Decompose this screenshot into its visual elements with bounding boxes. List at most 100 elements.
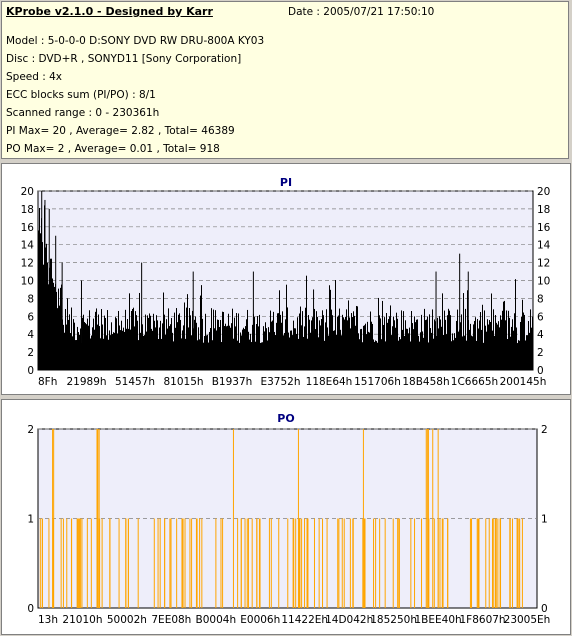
pi-bar [276,322,277,370]
pi-bar [386,313,387,370]
pi-bar [524,314,525,370]
pi-bar [156,315,157,370]
pi-bar [218,319,219,370]
pi-bar [104,315,105,370]
pi-bar [290,330,291,370]
pi-bar [527,335,528,370]
po-bar [293,518,295,608]
pi-bar [164,314,165,370]
pi-bar [68,319,69,370]
po-bar [426,429,428,608]
pi-bar [432,309,433,370]
pi-bar [404,336,405,370]
po-bar [362,429,364,608]
po-bar [127,518,129,608]
pi-bar [481,329,482,370]
pi-bar [340,329,341,370]
pi-xtick: B1937h [212,376,253,388]
po-bar [278,518,280,608]
pi-bar [246,319,247,370]
po-xtick: 13h [38,614,58,626]
pi-bar [317,316,318,370]
po-bar [494,518,496,608]
pi-bar [354,315,355,370]
pi-bar [187,294,188,370]
pi-bar [72,336,73,370]
po-bar [287,518,289,608]
pi-bar [384,317,385,370]
pi-bar [50,258,51,370]
pi-bar [123,327,124,370]
pi-bar [264,331,265,370]
pi-xtick: 21989h [66,376,106,388]
pi-ytick-left-14: 14 [21,240,35,252]
po-bar [397,518,399,608]
pi-bar [257,316,258,370]
pi-bar [368,331,369,370]
pi-bar [321,319,322,370]
pi-bar [86,324,87,370]
pi-bar [286,284,287,370]
pi-bar [341,335,342,370]
pi-bar [88,325,89,370]
pi-bar [222,311,223,370]
po-bar [222,518,224,608]
pi-ytick-left-2: 2 [27,347,34,359]
pi-bar [148,317,149,370]
po-bar [153,518,155,608]
pi-bar [507,339,508,370]
pi-bar [393,316,394,370]
po-bars [39,429,523,608]
pi-bar [262,342,263,370]
pi-bar [48,208,50,370]
pi-bar [463,293,464,370]
pi-bar [289,337,290,370]
pi-bar [349,317,350,370]
pi-bar [326,309,327,370]
pi-bar [514,313,515,370]
pi-bar [363,325,364,370]
pi-bar [409,327,410,370]
pi-bar [378,297,379,370]
pi-bar [478,328,479,370]
pi-bar [175,327,176,370]
pi-bar [98,314,99,370]
pi-bar [132,308,133,370]
pi-bar [452,333,453,370]
pi-bar [152,330,153,370]
po-bar [169,518,171,608]
pi-bar [198,327,199,370]
pi-bar [202,318,203,370]
pi-bar [48,284,49,370]
info-ecc: ECC blocks sum (PI/PO) : 8/1 [6,89,156,101]
po-bar [259,518,261,608]
po-bar [304,518,306,608]
pi-xtick: 1C6665h [451,376,498,388]
pi-bar [498,321,499,370]
pi-bar [314,308,315,370]
pi-bar [103,338,104,370]
po-bar [427,429,429,608]
pi-bar [426,319,427,370]
pi-bar [450,315,451,370]
pi-bar [151,328,152,370]
pi-bar [312,317,313,370]
pi-bar [382,300,383,370]
po-ytick-right-1: 1 [541,514,548,526]
po-bar [182,518,184,608]
pi-bar [355,325,356,370]
pi-bar [241,335,242,370]
pi-bar [228,313,229,370]
pi-bar [74,322,75,370]
pi-bar [435,321,436,370]
pi-ytick-left-0: 0 [27,365,34,377]
pi-bar [285,319,286,370]
pi-bar [482,304,483,370]
pi-bar [217,319,218,370]
pi-bar [267,340,268,370]
po-bar [425,429,427,608]
pi-bar [137,320,138,370]
po-xtick: 50002h [107,614,147,626]
pi-bar [42,242,43,370]
pi-ytick-right-6: 6 [537,311,544,323]
